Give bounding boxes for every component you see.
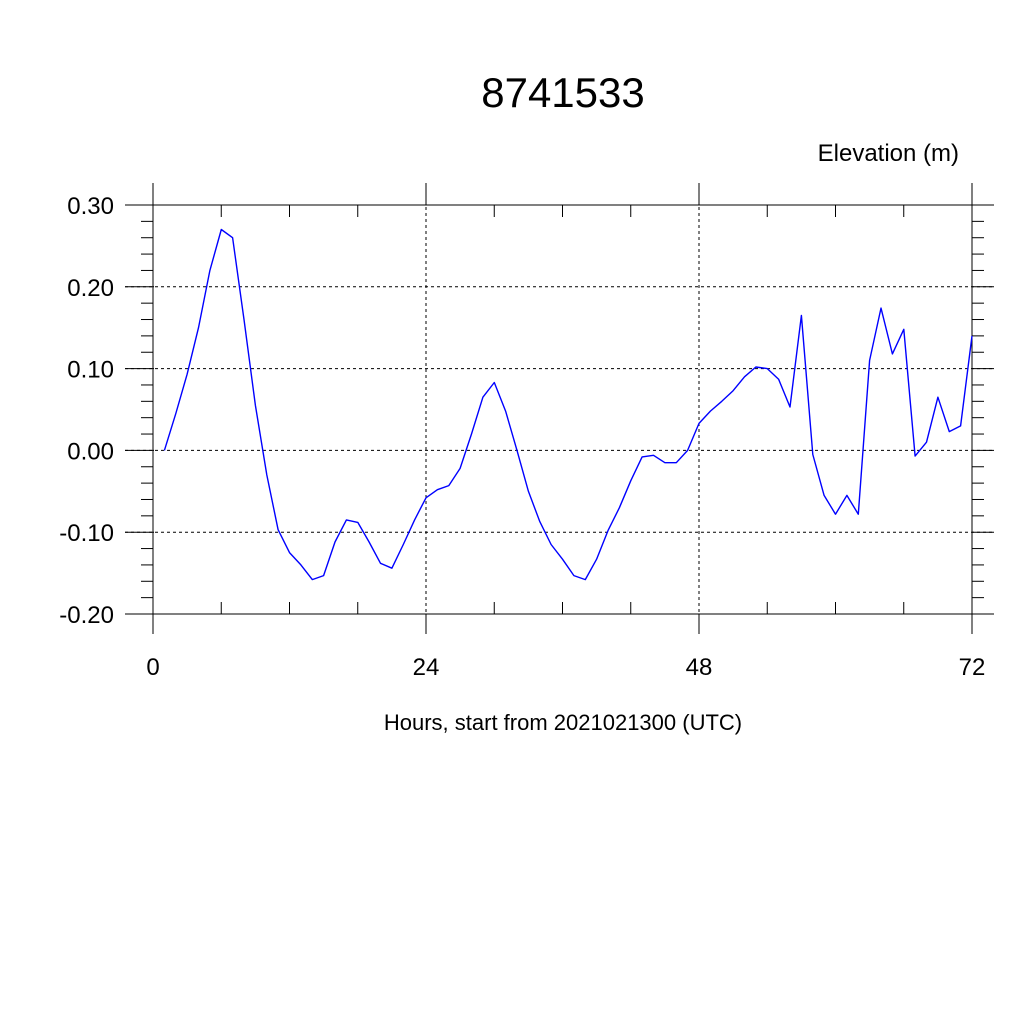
y-tick-label: 0.20 [67, 275, 114, 302]
y-tick-label: 0.00 [67, 438, 114, 465]
y-tick-label: -0.10 [59, 520, 114, 547]
y-tick-labels: -0.20 -0.10 0.00 0.10 0.20 0.30 [59, 193, 114, 629]
minor-ticks [141, 205, 984, 614]
series-line [163, 228, 973, 581]
x-axis-label: Hours, start from 2021021300 (UTC) [384, 710, 742, 735]
y-tick-label: 0.30 [67, 193, 114, 220]
y-tick-label: 0.10 [67, 357, 114, 384]
y-axis-label: Elevation (m) [818, 140, 959, 167]
chart-title: 8741533 [481, 69, 645, 116]
series-group [163, 228, 973, 581]
x-tick-label: 0 [146, 654, 159, 681]
x-tick-labels: 0 24 48 72 [146, 654, 985, 681]
x-tick-label: 72 [959, 654, 986, 681]
x-tick-label: 48 [686, 654, 713, 681]
axes [125, 183, 994, 634]
x-tick-label: 24 [413, 654, 440, 681]
y-tick-label: -0.20 [59, 602, 114, 629]
